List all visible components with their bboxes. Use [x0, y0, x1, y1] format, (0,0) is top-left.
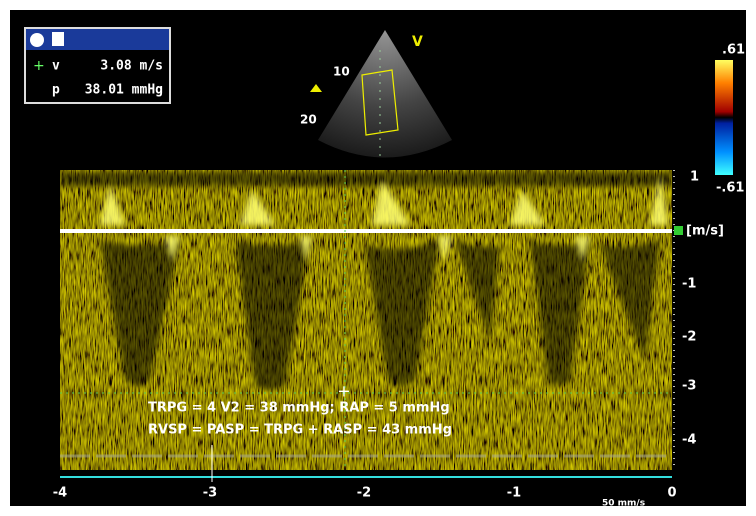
- velocity-tick: -1: [682, 277, 696, 292]
- p-value: 38.01 mmHg: [85, 83, 163, 98]
- p-label: p: [52, 83, 60, 98]
- annotation: RVSP = PASP = TRPG + RASP = 43 mmHg: [148, 423, 452, 438]
- annotation: TRPG = 4 V2 = 38 mmHg; RAP = 5 mmHg: [148, 401, 450, 416]
- readout-box: + v 3.08 m/s p 38.01 mmHg: [25, 28, 170, 103]
- time-tick: -4: [53, 486, 67, 501]
- v-value: 3.08 m/s: [100, 59, 163, 74]
- velocity-tick: -2: [682, 330, 696, 345]
- time-tick: -3: [203, 486, 217, 501]
- time-tick: 0: [667, 486, 676, 501]
- v-label: v: [52, 59, 60, 74]
- sweep-speed: 50 mm/s: [602, 499, 645, 509]
- time-tick: -2: [357, 486, 371, 501]
- velocity-tick: -3: [682, 379, 696, 394]
- scale-min: -.61: [716, 181, 744, 196]
- time-tick: -1: [507, 486, 521, 501]
- velocity-unit: [m/s]: [686, 224, 724, 239]
- svg-text:+: +: [337, 382, 350, 401]
- ultrasound-screen: + v 3.08 m/s p 38.01 mmHg V 10 20 .61 -.…: [0, 0, 756, 516]
- velocity-tick: 1: [690, 170, 699, 185]
- cursor-icon: +: [33, 58, 45, 74]
- depth-label: 10: [333, 65, 350, 79]
- scale-max: .61: [722, 43, 745, 58]
- depth-label: 20: [300, 113, 317, 127]
- orientation-marker: V: [412, 34, 423, 50]
- velocity-tick: -4: [682, 433, 696, 448]
